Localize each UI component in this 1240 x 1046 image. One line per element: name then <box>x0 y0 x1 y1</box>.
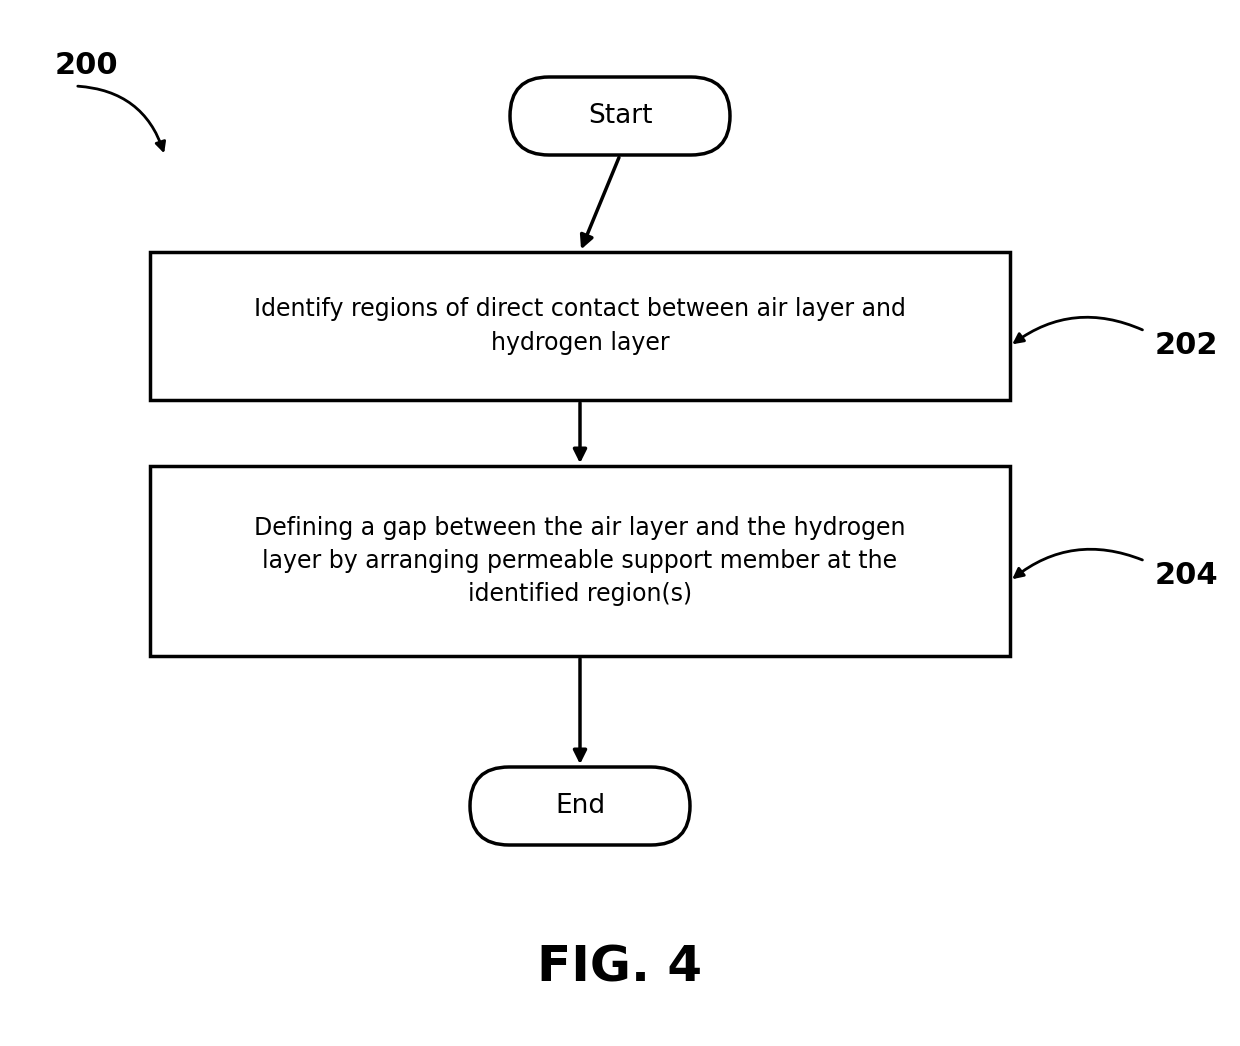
FancyBboxPatch shape <box>510 77 730 155</box>
Text: Start: Start <box>588 103 652 129</box>
Bar <box>150 467 1011 656</box>
Text: 204: 204 <box>1154 562 1219 591</box>
Text: 200: 200 <box>55 51 119 81</box>
FancyBboxPatch shape <box>470 767 689 845</box>
Text: Identify regions of direct contact between air layer and
hydrogen layer: Identify regions of direct contact betwe… <box>254 297 906 355</box>
Text: FIG. 4: FIG. 4 <box>537 943 703 991</box>
Text: Defining a gap between the air layer and the hydrogen
layer by arranging permeab: Defining a gap between the air layer and… <box>254 516 905 607</box>
Text: End: End <box>556 793 605 819</box>
Text: 202: 202 <box>1154 332 1219 361</box>
Bar <box>150 252 1011 400</box>
